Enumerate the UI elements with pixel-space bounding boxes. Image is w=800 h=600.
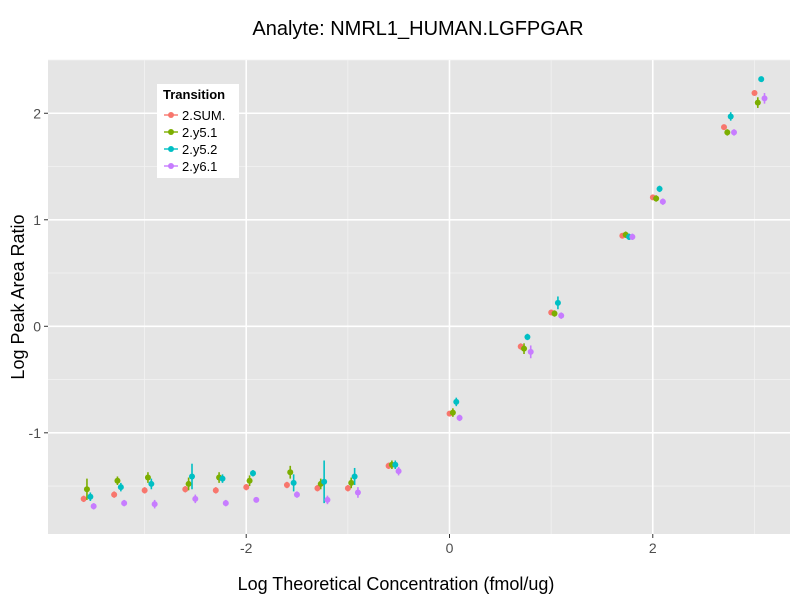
point-2-y5-2 — [148, 480, 155, 487]
x-tick-label: 0 — [446, 540, 454, 556]
y-tick-label: 1 — [33, 212, 41, 228]
x-tick-label: -2 — [240, 540, 253, 556]
point-2-y5-1 — [754, 99, 761, 106]
legend-label-2-sum: 2.SUM. — [182, 108, 225, 123]
point-2-y6-1 — [90, 503, 97, 510]
legend: Transition 2.SUM. 2.y5.1 2.y5.2 2.y6.1 — [157, 84, 239, 178]
point-2-sum — [283, 482, 290, 489]
point-2-y5-2 — [249, 470, 256, 477]
point-2-y6-1 — [456, 414, 463, 421]
point-2-y5-1 — [114, 477, 121, 484]
point-2-sum — [751, 90, 758, 97]
legend-key-2-sum — [168, 112, 174, 118]
point-2-y6-1 — [731, 129, 738, 136]
point-2-sum — [182, 486, 189, 493]
legend-key-2-y6-1 — [168, 163, 174, 169]
point-2-y5-2 — [219, 475, 226, 482]
point-2-y6-1 — [527, 348, 534, 355]
point-2-y5-2 — [321, 478, 328, 485]
point-2-y5-2 — [453, 398, 460, 405]
point-2-y6-1 — [629, 233, 636, 240]
point-2-y6-1 — [151, 501, 158, 508]
point-2-y5-1 — [287, 469, 294, 476]
point-2-y5-1 — [348, 479, 355, 486]
point-2-sum — [314, 485, 321, 492]
point-2-y6-1 — [192, 495, 199, 502]
point-2-y5-2 — [758, 76, 765, 83]
data-points — [80, 76, 768, 510]
point-2-y6-1 — [253, 496, 260, 503]
point-2-y5-2 — [392, 461, 399, 468]
point-2-y6-1 — [222, 500, 229, 507]
point-2-y6-1 — [293, 491, 300, 498]
y-tick-label: 0 — [33, 318, 41, 334]
point-2-y6-1 — [558, 312, 565, 319]
point-2-y6-1 — [121, 500, 128, 507]
point-2-y6-1 — [324, 496, 331, 503]
point-2-y5-1 — [144, 474, 151, 481]
legend-label-2-y5-2: 2.y5.2 — [182, 142, 217, 157]
y-axis-title: Log Peak Area Ratio — [8, 214, 28, 379]
point-2-sum — [243, 484, 250, 491]
point-2-y5-2 — [656, 185, 663, 192]
point-2-y5-1 — [83, 486, 90, 493]
point-2-sum — [111, 491, 118, 498]
point-2-y5-1 — [653, 195, 660, 202]
point-2-y5-2 — [117, 484, 124, 491]
point-2-y5-2 — [554, 299, 561, 306]
y-tick-label: 2 — [33, 105, 41, 121]
legend-label-2-y5-1: 2.y5.1 — [182, 125, 217, 140]
point-2-y5-2 — [290, 479, 297, 486]
x-tick-label: 2 — [649, 540, 657, 556]
legend-title: Transition — [163, 87, 225, 102]
point-2-y5-2 — [524, 333, 531, 340]
point-2-y5-1 — [246, 477, 253, 484]
point-2-y6-1 — [761, 95, 768, 102]
point-2-y5-1 — [185, 480, 192, 487]
legend-key-2-y5-1 — [168, 129, 174, 135]
point-2-y6-1 — [354, 489, 361, 496]
point-2-y5-1 — [724, 129, 731, 136]
point-2-y5-2 — [727, 113, 734, 120]
point-2-sum — [141, 487, 148, 494]
point-2-sum — [80, 495, 87, 502]
point-2-sum — [212, 487, 219, 494]
point-2-y5-2 — [351, 473, 358, 480]
point-2-y5-1 — [449, 409, 456, 416]
y-tick-label: -1 — [29, 425, 42, 441]
point-2-sum — [721, 124, 728, 131]
legend-label-2-y6-1: 2.y6.1 — [182, 159, 217, 174]
axis-ticks: -2 0 2 -1 0 1 2 — [29, 105, 657, 556]
x-axis-title: Log Theoretical Concentration (fmol/ug) — [238, 574, 555, 594]
point-2-y5-2 — [87, 493, 94, 500]
legend-key-2-y5-2 — [168, 146, 174, 152]
point-2-y6-1 — [659, 198, 666, 205]
point-2-y6-1 — [395, 468, 402, 475]
point-2-y5-1 — [521, 345, 528, 352]
point-2-y5-2 — [189, 473, 196, 480]
point-2-sum — [344, 485, 351, 492]
point-2-y5-1 — [551, 310, 558, 317]
chart-title: Analyte: NMRL1_HUMAN.LGFPGAR — [252, 18, 583, 40]
